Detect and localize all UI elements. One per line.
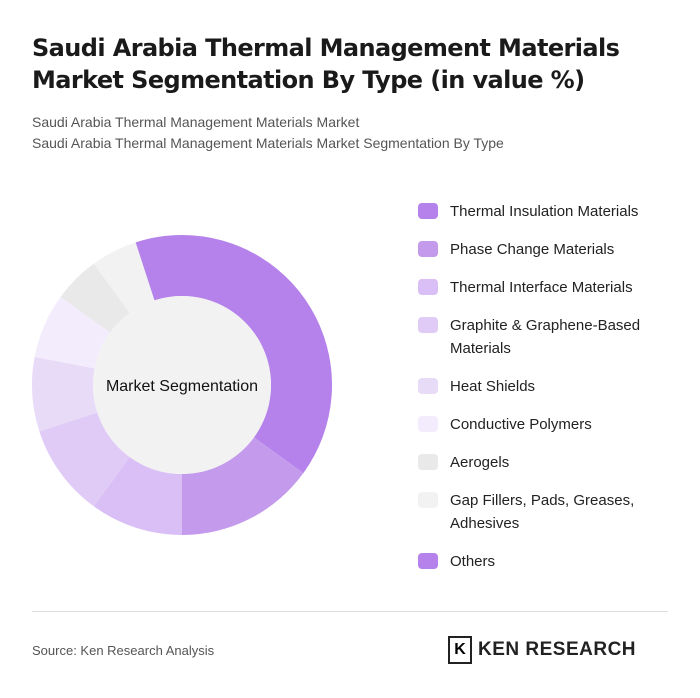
legend-label: Heat Shields (450, 378, 536, 395)
source-note: Source: Ken Research Analysis (32, 643, 215, 658)
donut-slice-6 (34, 296, 110, 369)
legend-label: Gap Fillers, Pads, Greases, Adhesives (450, 492, 635, 532)
donut-slice-8 (93, 242, 155, 313)
legend-item: Gap Fillers, Pads, Greases, Adhesives (418, 489, 678, 535)
donut-slice-1 (182, 235, 332, 474)
legend-label: Conductive Polymers (450, 416, 592, 433)
legend-item: Others (418, 550, 678, 573)
legend-item: Aerogels (418, 451, 678, 474)
legend-item: Conductive Polymers (418, 413, 678, 436)
legend-item: Heat Shields (418, 375, 678, 398)
legend-item: Thermal Insulation Materials (418, 200, 678, 223)
donut-center (93, 296, 271, 474)
donut-slice-4 (39, 412, 130, 507)
legend-swatch (418, 416, 438, 432)
donut-slice-2 (182, 437, 304, 535)
legend-label: Graphite & Graphene-Based Materials (450, 317, 641, 357)
legend-swatch (418, 279, 438, 295)
legend-swatch (418, 492, 438, 508)
legend-label: Aerogels (450, 454, 510, 471)
legend-label: Others (450, 553, 496, 570)
legend-swatch (418, 378, 438, 394)
donut-slice-7 (60, 263, 130, 333)
legend-label: Phase Change Materials (450, 241, 615, 258)
legend-label: Thermal Insulation Materials (450, 203, 639, 220)
ken-research-logo: K KEN RESEARCH (448, 636, 636, 664)
divider (32, 611, 668, 612)
chart-title: Saudi Arabia Thermal Management Material… (32, 34, 620, 94)
donut-slice-5 (31, 356, 98, 432)
legend-item: Phase Change Materials (418, 238, 678, 261)
subtitle-2: Saudi Arabia Thermal Management Material… (32, 135, 504, 151)
center-label: Market Segmentation (106, 378, 258, 395)
legend-label: Thermal Interface Materials (450, 279, 633, 296)
legend-item: Thermal Interface Materials (418, 276, 678, 299)
donut-slice-3 (93, 457, 182, 535)
donut-slice-9 (135, 235, 182, 301)
subtitle-1: Saudi Arabia Thermal Management Material… (32, 114, 360, 130)
legend-swatch (418, 241, 438, 257)
logo-k-icon: K (448, 636, 472, 664)
legend-swatch (418, 203, 438, 219)
legend: Thermal Insulation Materials Phase Change… (418, 200, 678, 588)
legend-swatch (418, 553, 438, 569)
legend-item: Graphite & Graphene-Based Materials (418, 314, 678, 360)
legend-swatch (418, 454, 438, 470)
legend-swatch (418, 317, 438, 333)
